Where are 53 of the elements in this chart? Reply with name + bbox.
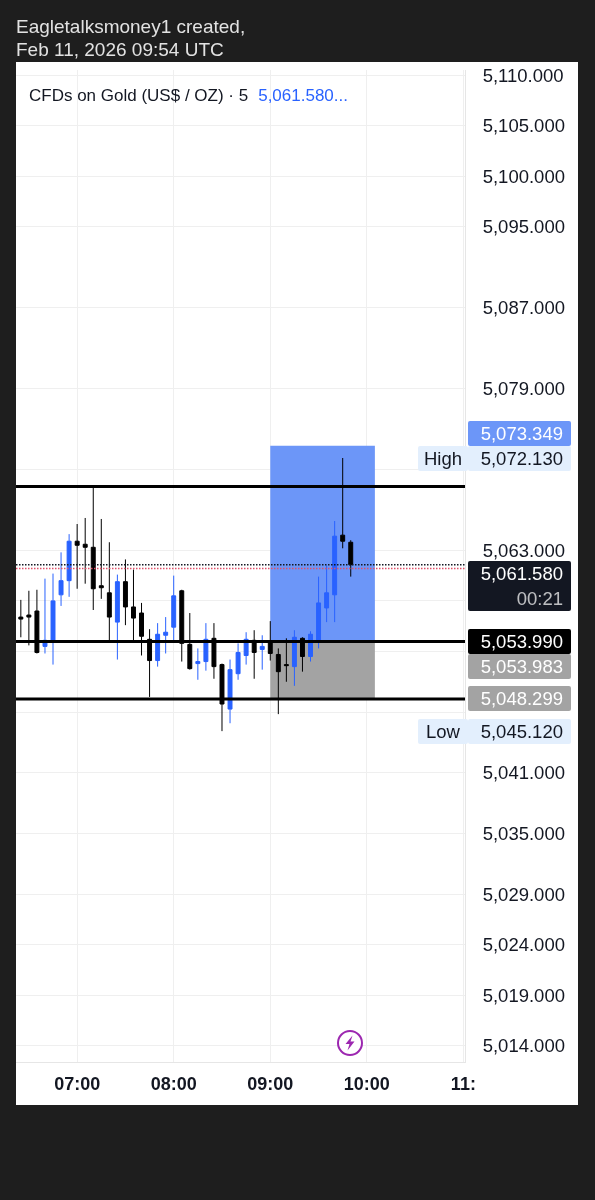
- x-tick-label: 09:00: [247, 1073, 294, 1094]
- candlestick: [348, 539, 354, 578]
- x-tick-label: 11:: [450, 1073, 476, 1094]
- candlestick: [324, 564, 330, 623]
- candlestick: [18, 599, 24, 638]
- x-tick-label: 10:00: [343, 1073, 390, 1094]
- candlestick: [235, 642, 241, 681]
- ref-line-label: 5,061.580 00:21: [479, 562, 563, 612]
- candlestick: [50, 573, 56, 666]
- candlestick: [291, 629, 297, 687]
- candlestick: [195, 647, 201, 681]
- y-tick-label: 5,024.000: [482, 934, 566, 956]
- y-tick-label: 5,019.000: [482, 984, 566, 1006]
- candlestick: [98, 518, 104, 600]
- y-tick-label: 5,063.000: [482, 539, 566, 561]
- y-tick-label: 5,110.000: [482, 64, 564, 86]
- y-tick-label: 5,014.000: [482, 1035, 566, 1057]
- y-tick-label: 5,087.000: [482, 297, 566, 319]
- candlestick: [155, 622, 161, 668]
- text: 5,061.580...: [258, 86, 348, 105]
- y-tick-label: 5,105.000: [482, 115, 566, 137]
- text: 5,053.983: [479, 654, 563, 679]
- candlestick: [227, 659, 233, 724]
- text: 5,045.120: [479, 719, 563, 744]
- candlestick: [203, 622, 209, 672]
- y-tick-label: 5,041.000: [482, 762, 566, 784]
- text: 5,072.130: [479, 446, 563, 471]
- ref-line-label: 5,053.990: [479, 629, 563, 654]
- candlestick: [58, 551, 64, 607]
- annotation: High: [418, 445, 468, 471]
- y-tick-label: 5,029.000: [482, 883, 566, 905]
- annotation: Low: [418, 718, 468, 744]
- candlestick: [259, 634, 265, 671]
- x-tick-label: 08:00: [150, 1073, 197, 1094]
- candlestick: [316, 576, 322, 649]
- y-tick-label: 5,035.000: [482, 822, 566, 844]
- candlestick: [74, 523, 80, 590]
- candlestick: [114, 574, 120, 661]
- text: 5,073.349: [479, 421, 563, 446]
- candlestick: [122, 558, 128, 626]
- candlestick: [171, 575, 177, 641]
- candlestick: [163, 616, 169, 654]
- y-tick-label: 5,079.000: [482, 378, 566, 400]
- text: Feb 11, 2026 09:54 UTC: [16, 38, 225, 61]
- candlestick: [82, 517, 88, 585]
- candlestick: [66, 533, 72, 598]
- candlestick: [332, 520, 338, 623]
- text: CFDs on Gold (US$ / OZ) · 5: [29, 86, 249, 105]
- x-tick-label: 07:00: [54, 1073, 101, 1094]
- text: Eagletalksmoney1 created,: [16, 15, 246, 38]
- text: 5,048.299: [479, 687, 563, 712]
- y-tick-label: 5,095.000: [482, 216, 566, 238]
- y-tick-label: 5,100.000: [482, 165, 566, 187]
